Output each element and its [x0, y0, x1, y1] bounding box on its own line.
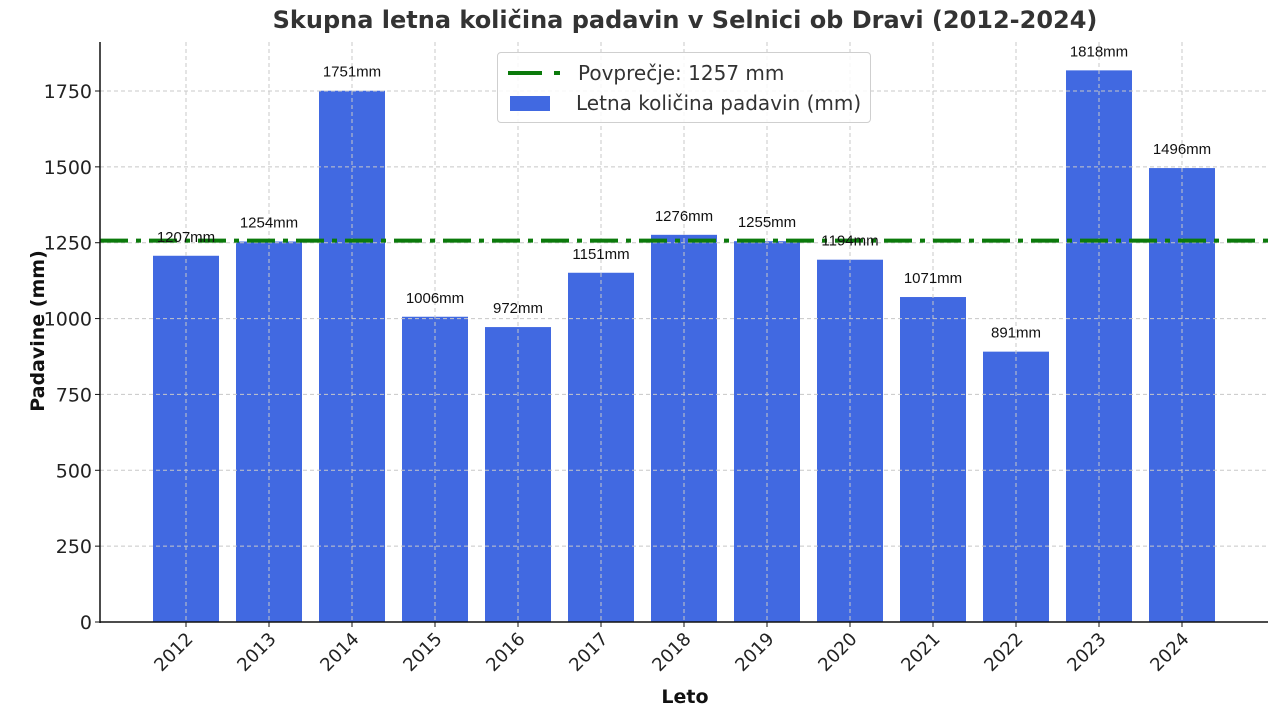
y-tick-label: 500	[56, 460, 92, 482]
x-tick-label: 2016	[482, 629, 529, 676]
chart-title: Skupna letna količina padavin v Selnici …	[272, 6, 1098, 34]
x-tick-label: 2021	[897, 629, 944, 676]
value-label: 1151mm	[572, 246, 629, 263]
value-label: 1006mm	[406, 290, 464, 307]
value-label: 1194mm	[821, 233, 878, 250]
legend: Povprečje: 1257 mm Letna količina padavi…	[497, 52, 871, 123]
value-label: 1496mm	[1153, 141, 1211, 158]
x-tick-label: 2018	[648, 629, 695, 676]
value-label: 972mm	[493, 300, 543, 317]
x-tick-label: 2012	[150, 629, 197, 676]
legend-entry-average: Povprečje: 1257 mm	[508, 60, 784, 86]
x-tick-label: 2015	[399, 629, 446, 676]
x-tick-label: 2019	[731, 629, 778, 676]
x-tick-label: 2022	[980, 629, 1027, 676]
value-label: 1071mm	[904, 270, 962, 287]
legend-entry-bars: Letna količina padavin (mm)	[508, 90, 861, 116]
bar	[734, 241, 800, 622]
y-tick-label: 1750	[44, 81, 92, 103]
value-label: 1276mm	[655, 208, 713, 225]
y-tick-label: 750	[56, 384, 92, 406]
bar	[485, 327, 551, 622]
value-label: 1254mm	[240, 215, 298, 232]
bar	[236, 241, 302, 623]
x-tick-label: 2020	[814, 629, 861, 676]
x-tick-label: 2014	[316, 629, 363, 676]
legend-label-average: Povprečje: 1257 mm	[578, 61, 785, 85]
x-tick-label: 2017	[565, 629, 612, 676]
legend-label-bars: Letna količina padavin (mm)	[576, 91, 862, 115]
y-tick-label: 0	[80, 612, 92, 634]
value-label: 891mm	[991, 325, 1041, 342]
dash-dot-line-icon	[508, 71, 560, 75]
x-tick-label: 2024	[1146, 629, 1193, 676]
x-axis-label: Leto	[661, 686, 709, 708]
y-tick-label: 1250	[44, 233, 92, 255]
x-tick-label: 2013	[233, 629, 280, 676]
value-label: 1751mm	[323, 64, 381, 81]
y-axis-label: Padavine (mm)	[27, 250, 49, 412]
value-label: 1255mm	[738, 214, 796, 231]
value-label: 1818mm	[1070, 43, 1128, 60]
bar-swatch-icon	[510, 95, 550, 111]
y-tick-label: 1000	[44, 309, 92, 331]
value-label: 1207mm	[157, 229, 215, 246]
y-tick-label: 250	[56, 536, 92, 558]
y-tick-label: 1500	[44, 157, 92, 179]
x-tick-label: 2023	[1063, 629, 1110, 676]
